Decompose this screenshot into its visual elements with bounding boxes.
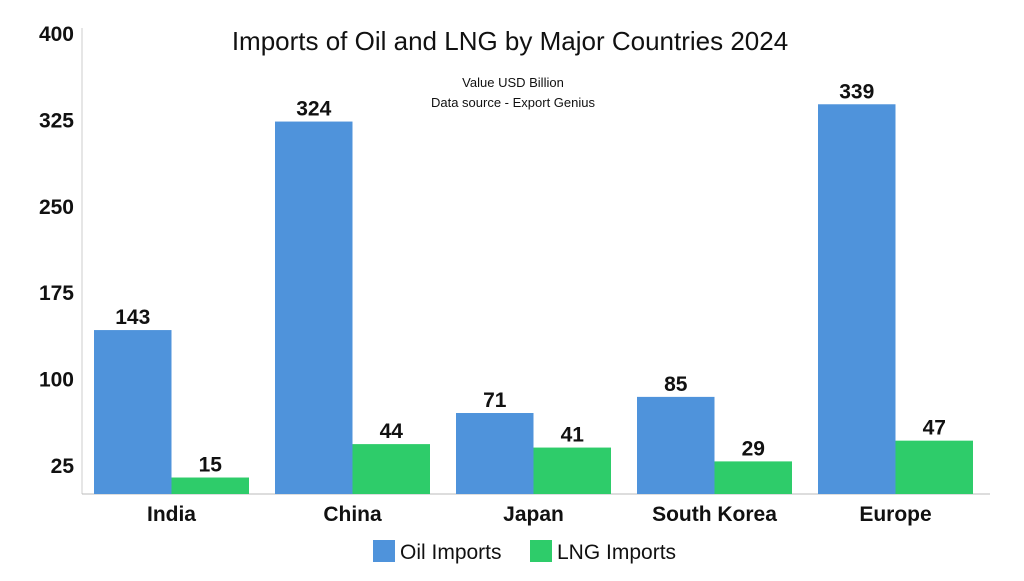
- bar-lng-imports-china: [352, 444, 430, 494]
- chart-title: Imports of Oil and LNG by Major Countrie…: [232, 26, 788, 56]
- bar-oil-imports-japan: [456, 413, 534, 494]
- legend-label: LNG Imports: [557, 541, 676, 564]
- bar-oil-imports-south-korea: [637, 396, 715, 494]
- bars: [94, 104, 973, 494]
- y-tick-label: 325: [39, 109, 74, 132]
- bar-oil-imports-india: [94, 330, 172, 494]
- data-label: 85: [664, 373, 688, 396]
- chart-subtitle-line-1: Value USD Billion: [462, 75, 564, 90]
- data-label: 71: [483, 389, 507, 412]
- y-tick-labels: 25 100 175 250 325 400: [39, 23, 74, 478]
- x-tick-label: India: [147, 503, 196, 526]
- x-tick-label: Europe: [859, 503, 931, 526]
- bar-lng-imports-south-korea: [714, 461, 792, 494]
- y-tick-label: 175: [39, 282, 74, 305]
- legend: Oil Imports LNG Imports: [373, 540, 676, 564]
- y-tick-label: 400: [39, 23, 74, 46]
- data-label: 143: [115, 306, 150, 329]
- bar-oil-imports-china: [275, 121, 353, 494]
- data-label: 15: [199, 454, 223, 477]
- bar-lng-imports-india: [171, 477, 249, 494]
- y-tick-label: 100: [39, 369, 74, 392]
- data-label: 29: [742, 437, 765, 460]
- x-tick-label: China: [323, 503, 382, 526]
- data-label: 41: [561, 424, 585, 447]
- bar-oil-imports-europe: [818, 104, 896, 494]
- x-tick-labels: India China Japan South Korea Europe: [147, 503, 932, 526]
- data-label: 47: [923, 417, 946, 440]
- chart-subtitle-line-2: Data source - Export Genius: [431, 95, 596, 110]
- bar-lng-imports-japan: [533, 447, 611, 494]
- legend-swatch: [373, 540, 395, 562]
- legend-label: Oil Imports: [400, 541, 502, 564]
- data-label: 44: [380, 420, 404, 443]
- data-label: 324: [296, 98, 331, 121]
- legend-swatch: [530, 540, 552, 562]
- x-tick-label: South Korea: [652, 503, 777, 526]
- bar-lng-imports-europe: [895, 440, 973, 494]
- y-tick-label: 250: [39, 196, 74, 219]
- data-labels: 143 15 324 44 71 41 85 29 339 47: [115, 80, 946, 476]
- x-tick-label: Japan: [503, 503, 564, 526]
- data-label: 339: [839, 80, 874, 103]
- y-tick-label: 25: [51, 455, 75, 478]
